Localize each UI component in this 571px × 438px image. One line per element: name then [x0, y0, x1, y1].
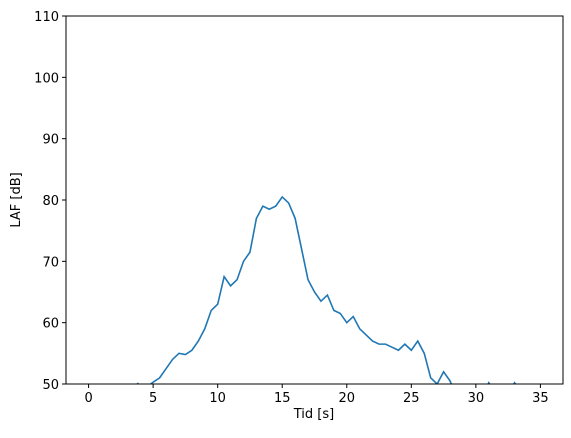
x-tick-label: 10	[209, 391, 226, 406]
x-tick-label: 20	[338, 391, 355, 406]
x-tick-label: 15	[274, 391, 291, 406]
x-axis-label: Tid [s]	[293, 407, 334, 422]
y-axis-label: LAF [dB]	[9, 172, 24, 227]
y-tick-label: 100	[34, 71, 59, 86]
y-tick-label: 110	[34, 10, 59, 25]
plot-frame	[65, 15, 564, 385]
y-tick-label: 50	[42, 378, 59, 393]
y-tick-label: 70	[42, 255, 59, 270]
y-tick-label: 60	[42, 317, 59, 332]
line-series	[136, 195, 517, 384]
x-tick-label: 25	[403, 391, 420, 406]
x-tick-label: 35	[532, 391, 549, 406]
x-tick-label: 30	[468, 391, 485, 406]
x-tick-label: 0	[84, 391, 92, 406]
y-tick-label: 90	[42, 133, 59, 148]
x-tick-label: 5	[149, 391, 157, 406]
y-tick-label: 80	[42, 194, 59, 209]
